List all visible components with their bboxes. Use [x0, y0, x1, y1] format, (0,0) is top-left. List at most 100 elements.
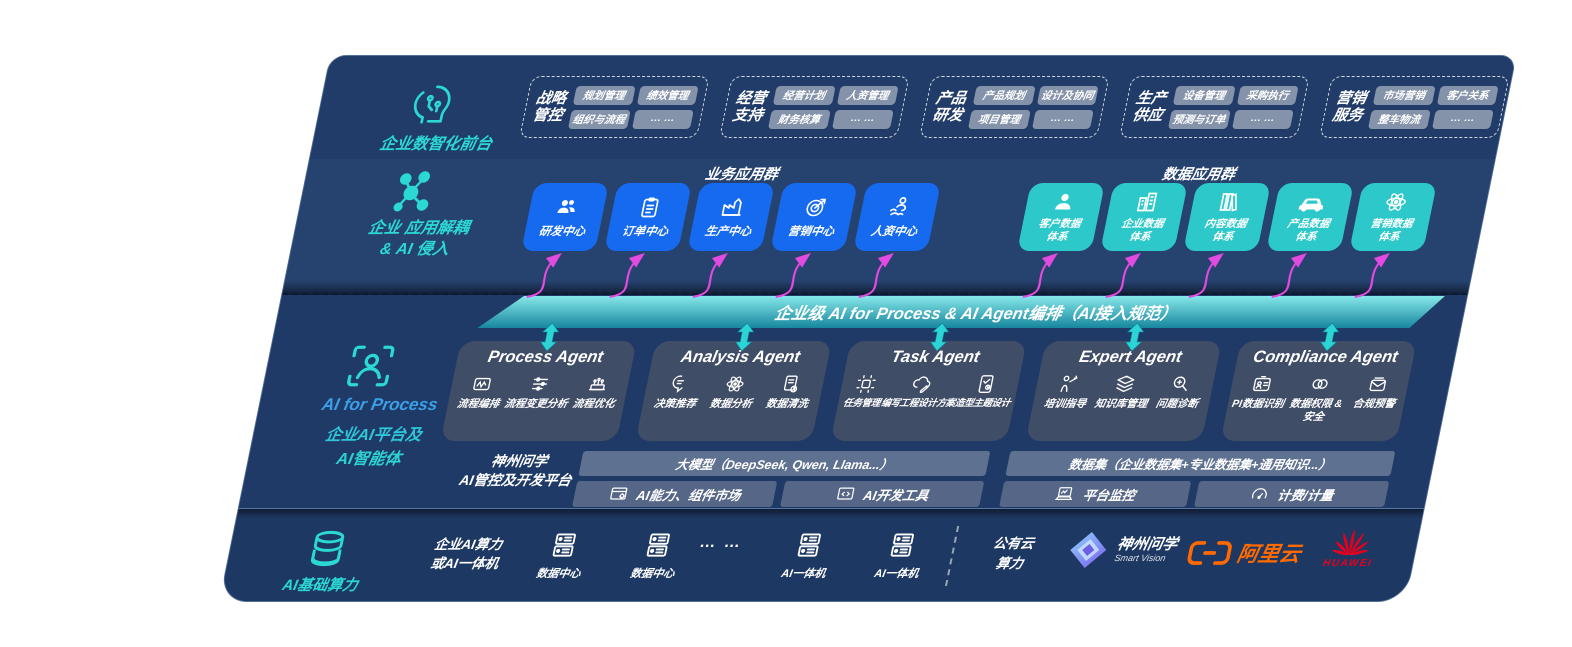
server-icon — [640, 530, 676, 560]
sliders-icon — [527, 373, 553, 395]
module-pill: 财务核算 — [768, 109, 831, 129]
huawei-logo: HUAWEI — [1314, 524, 1387, 569]
car-icon — [1297, 190, 1330, 214]
clipboard-icon — [636, 195, 665, 219]
atom-icon — [722, 373, 748, 395]
books-icon — [1216, 190, 1245, 214]
agent-capability: 数据权限 & 安全 — [1280, 373, 1354, 423]
agent-capability: 编写工程设计方案 — [880, 373, 961, 409]
app-label: 订单中心 — [620, 226, 670, 238]
app-marketing-data: 营销数据 体系 — [1349, 183, 1437, 251]
ai-component-market-cell: AI能力、组件市场 — [572, 481, 778, 507]
module-pill: … … — [1031, 109, 1094, 129]
module-pill: 规划管理 — [572, 85, 636, 105]
module-pill: … … — [1231, 109, 1294, 129]
module-pill: … … — [1431, 109, 1494, 129]
module-pill: 市场营销 — [1372, 85, 1436, 105]
brain-circuit-icon — [404, 82, 459, 128]
cloud-design-icon — [909, 373, 935, 395]
huawei-label: HUAWEI — [1321, 558, 1374, 569]
group-product: 产品 研发 产品规划 设计及协同 项目管理 … … — [919, 76, 1110, 138]
app-marketing-center: 营销中心 — [770, 183, 858, 251]
task-grid-icon — [852, 373, 878, 395]
enterprise-compute-label: 企业AI算力 或AI一体机 — [429, 537, 504, 571]
module-pill: 项目管理 — [968, 109, 1031, 129]
szwx-subtitle: Smart Vision — [1113, 553, 1167, 564]
id-card-icon — [1249, 373, 1275, 395]
optimize-icon — [585, 373, 611, 395]
target-icon — [802, 195, 831, 219]
compliance-agent-card: Compliance Agent PI数据识别 数据权限 & 安全 合规预警 — [1220, 341, 1417, 441]
module-pill: 组织与流程 — [568, 109, 631, 129]
doc-clean-icon — [778, 373, 804, 395]
agent-capability: 数据分析 — [702, 373, 766, 411]
ellipsis-label: … … — [698, 534, 744, 551]
app-label: 内容数据 体系 — [1203, 218, 1248, 243]
module-pill: 设计及协同 — [1036, 85, 1099, 105]
app-label: 生产中心 — [703, 226, 753, 238]
app-enterprise-data: 企业数据 体系 — [1100, 183, 1188, 251]
app-label: 研发中心 — [537, 226, 587, 238]
agent-capability: 数据清洗 — [758, 373, 822, 411]
szwx-logo: 神州问学 Smart Vision — [1064, 530, 1180, 570]
app-label: 企业数据 体系 — [1120, 218, 1165, 243]
agents-row: Process Agent 流程编排 流程变更分析 流程优化 — [440, 341, 1417, 441]
hr-people-icon — [884, 195, 915, 219]
front-office-label: 企业数智化前台 — [378, 136, 494, 153]
model-bar: 大模型（DeepSeek, Qwen, Llama...） — [578, 451, 991, 476]
agent-title: Process Agent — [486, 348, 605, 366]
alert-mail-icon — [1365, 373, 1391, 395]
agent-title: Task Agent — [889, 348, 982, 366]
ai-devtools-cell: AI开发工具 — [780, 481, 985, 507]
ai-appliance-node: AI一体机 — [767, 530, 847, 581]
molecule-icon — [384, 169, 442, 217]
szwx-diamond-icon — [1070, 532, 1107, 568]
data-apps-row: 客户数据 体系 企业数据 体系 内容数据 体系 — [1017, 183, 1437, 251]
dataset-bar: 数据集（企业数据集+专业数据集+通用知识...） — [1005, 451, 1396, 476]
group-title: 经营 支持 — [730, 89, 768, 124]
ai-appliance-node: AI一体机 — [860, 530, 940, 581]
workflow-icon — [469, 373, 495, 395]
group-strategy: 战略 管控 规划管理 绩效管理 组织与流程 … … — [519, 76, 710, 138]
atom-icon — [1382, 190, 1411, 214]
szwx-name: 神州问学 — [1115, 535, 1180, 553]
app-label: 人资中心 — [869, 226, 919, 238]
ai-platform-band: 企业级 AI for Process & AI Agent编排（AI接入规范） … — [238, 295, 1468, 508]
group-title: 营销 服务 — [1330, 89, 1368, 124]
decision-head-icon — [666, 373, 692, 395]
huawei-flower-icon — [1331, 529, 1370, 556]
app-product-data: 产品数据 体系 — [1266, 183, 1354, 251]
app-rnd-center: 研发中心 — [521, 183, 609, 251]
business-apps-row: 研发中心 订单中心 生产中心 — [521, 183, 941, 251]
ai-bus-bar: 企业级 AI for Process & AI Agent编排（AI接入规范） — [477, 296, 1445, 328]
public-cloud-label: 公有云 算力 — [991, 536, 1036, 571]
architecture-figure: 企业数智化前台 战略 管控 规划管理 绩效管理 组织与流程 … … 经营 支持 经营… — [218, 55, 1518, 602]
application-band: 企业 应用解耦 & AI 侵入 业务应用群 数据应用群 研发中心 — [282, 159, 1495, 295]
front-office-band: 企业数智化前台 战略 管控 规划管理 绩效管理 组织与流程 … … 经营 支持 经营… — [309, 56, 1516, 159]
application-band-label: 企业 应用解耦 & AI 侵入 — [366, 220, 471, 258]
infrastructure-band: AI基础算力 企业AI算力 或AI一体机 数据中心 数据中心 … … AI一体机 … — [219, 518, 1422, 601]
expert-agent-card: Expert Agent 培训指导 知识库管理 问题诊断 — [1025, 341, 1222, 441]
module-pill: 客户关系 — [1436, 85, 1499, 105]
agent-capability: 任务管理 — [841, 373, 888, 409]
agent-capability: 问题诊断 — [1148, 373, 1212, 411]
module-pill: 整车物流 — [1368, 109, 1431, 129]
infrastructure-label: AI基础算力 — [280, 577, 360, 594]
module-pill: 预测与订单 — [1168, 109, 1231, 129]
app-content-data: 内容数据 体系 — [1183, 183, 1271, 251]
app-production-center: 生产中心 — [687, 183, 775, 251]
app-label: 客户数据 体系 — [1037, 218, 1082, 243]
group-supply: 生产 供应 设备管理 采购执行 预测与订单 … … — [1119, 76, 1310, 138]
module-pill: 采购执行 — [1236, 85, 1299, 105]
ai-bus-bar-label: 企业级 AI for Process & AI Agent编排（AI接入规范） — [772, 305, 1179, 323]
module-pill: … … — [831, 109, 894, 129]
devtools-icon — [834, 484, 858, 504]
agent-capability: 培训指导 — [1036, 373, 1100, 411]
agent-capability: 流程优化 — [566, 373, 626, 411]
agent-capability: PI数据识别 — [1228, 373, 1290, 423]
platform-label: 神州问学 AI管控及开发平台 — [457, 453, 574, 488]
group-title: 战略 管控 — [530, 89, 568, 124]
agent-capability: 知识库管理 — [1092, 373, 1156, 411]
group-marketing: 营销 服务 市场营销 客户关系 整车物流 … … — [1319, 76, 1510, 138]
